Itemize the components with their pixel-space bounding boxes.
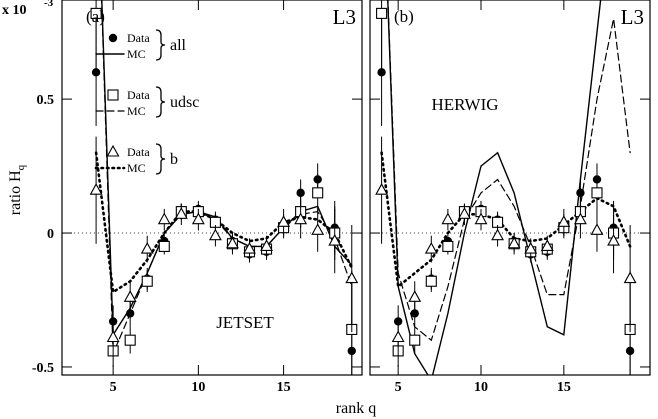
data-point	[296, 188, 305, 198]
legend-mc-label: MC	[127, 104, 146, 118]
data-point	[108, 33, 118, 43]
plot-area	[62, 0, 362, 375]
data-point	[277, 215, 291, 227]
data-point	[123, 290, 137, 302]
legend-mc-label: MC	[127, 161, 146, 175]
x-tick-label: 15	[557, 380, 571, 395]
data-point	[311, 223, 325, 235]
data-point	[524, 241, 538, 254]
y-tick-label: -0.5	[32, 361, 54, 376]
data-point	[226, 236, 239, 249]
y-tick-label: 0.5	[37, 93, 55, 108]
y-tick-label: 0	[47, 227, 54, 242]
data-point	[557, 215, 571, 227]
data-point	[576, 188, 585, 198]
data-point	[591, 187, 603, 199]
experiment-label: L3	[621, 5, 644, 29]
data-point	[441, 212, 455, 225]
x-tick-label: 10	[474, 380, 488, 395]
data-point	[391, 330, 405, 343]
data-point	[424, 241, 438, 254]
generator-label: HERWIG	[431, 95, 498, 114]
data-point	[590, 223, 604, 235]
data-point	[294, 212, 308, 225]
legend-data-label: Data	[127, 145, 150, 159]
panel-label: (a)	[86, 7, 105, 26]
data-point	[312, 187, 324, 199]
x-axis-label: rank q	[336, 400, 376, 417]
legend-group-label: b	[170, 151, 178, 168]
legend-mc-label: MC	[127, 47, 146, 61]
data-point	[141, 275, 153, 287]
data-point	[90, 7, 102, 19]
data-point	[540, 239, 554, 251]
x-tick-label: 15	[277, 380, 291, 395]
x-tick-label: 5	[395, 380, 402, 395]
data-point	[376, 7, 388, 19]
data-point	[409, 334, 421, 346]
data-point	[474, 212, 488, 225]
x-tick-label: 5	[110, 380, 117, 395]
data-point	[375, 183, 389, 195]
panel-label: (b)	[394, 7, 414, 26]
y-axis-label: ratio Hq	[7, 164, 27, 215]
experiment-label: L3	[333, 5, 356, 29]
plot-area	[370, 0, 650, 375]
data-point	[140, 241, 154, 254]
data-point	[106, 330, 120, 343]
data-point	[425, 275, 437, 287]
scale-exponent: -3	[44, 0, 54, 9]
mc-curve	[101, 0, 353, 338]
data-point	[507, 236, 521, 249]
legend-data-label: Data	[127, 88, 150, 102]
legend-group-label: all	[170, 37, 187, 54]
mc-curve	[387, 0, 631, 342]
data-point	[208, 228, 222, 241]
y-axis-label-main: ratio H	[7, 170, 24, 215]
data-point	[174, 207, 188, 219]
data-point	[408, 290, 422, 302]
data-point	[191, 212, 205, 225]
x-tick-label: 10	[191, 380, 205, 395]
data-point	[124, 334, 136, 346]
y-axis-label-sub: q	[15, 164, 27, 170]
data-point	[157, 212, 171, 225]
scale-label: x 10	[2, 3, 27, 18]
mc-curve	[380, 151, 632, 290]
data-point	[106, 144, 120, 157]
mc-curve	[100, 0, 353, 354]
data-point	[491, 228, 505, 241]
data-point	[328, 233, 342, 246]
data-point	[243, 241, 256, 254]
mc-curve	[94, 151, 354, 295]
data-point	[158, 240, 170, 252]
legend-brace	[155, 29, 166, 61]
generator-label: JETSET	[216, 313, 274, 332]
legend-group-label: udsc	[170, 94, 199, 111]
data-point	[107, 89, 119, 101]
frame	[61, 0, 363, 376]
legend-brace	[155, 86, 166, 118]
data-point	[573, 212, 587, 225]
legend-data-label: Data	[127, 31, 150, 45]
data-point	[607, 233, 620, 246]
data-point	[89, 183, 103, 195]
data-point	[260, 239, 273, 251]
data-point	[623, 271, 637, 284]
data-point	[345, 271, 359, 284]
data-point	[442, 240, 454, 252]
frame	[369, 0, 651, 376]
data-point	[458, 207, 471, 219]
mc-curve	[387, 0, 602, 375]
legend-brace	[155, 143, 166, 175]
